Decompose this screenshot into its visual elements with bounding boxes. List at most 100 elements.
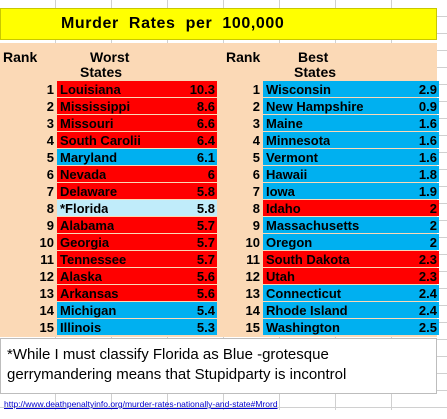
page-title: Murder Rates per 100,000 [61, 15, 285, 32]
state-name: Maryland [60, 149, 118, 165]
rank-number: 6 [46, 167, 54, 182]
rank-number: 11 [40, 252, 54, 267]
rank-header-best: Rank [226, 49, 261, 65]
rank-number: 1 [46, 82, 54, 97]
state-cell: Utah 2.3 [263, 268, 439, 284]
murder-rate: 2.4 [418, 285, 437, 301]
best-header-line1: Best [298, 49, 329, 65]
rank-number: 9 [252, 218, 260, 233]
murder-rate: 2 [429, 234, 437, 250]
best-row: 12 Utah 2.3 [222, 268, 439, 285]
footnote: *While I must classify Florida as Blue -… [0, 338, 437, 394]
best-row: 4 Minnesota 1.6 [222, 132, 439, 149]
state-name: *Florida [60, 200, 109, 216]
state-cell: New Hampshire 0.9 [263, 98, 439, 114]
best-row: 10 Oregon 2 [222, 234, 439, 251]
state-name: Wisconsin [266, 81, 331, 97]
best-row: 2 New Hampshire 0.9 [222, 98, 439, 115]
best-row: 11 South Dakota 2.3 [222, 251, 439, 268]
worst-row: 9 Alabama 5.7 [0, 217, 217, 234]
source-link[interactable]: http://www.deathpenaltyinfo.org/murder-r… [4, 399, 278, 409]
worst-row: 5 Maryland 6.1 [0, 149, 217, 166]
rank-number: 12 [39, 269, 54, 284]
murder-rate: 2.9 [418, 81, 437, 97]
state-name: Delaware [60, 183, 118, 199]
murder-rate: 2.3 [418, 251, 437, 267]
state-name: Utah [266, 268, 295, 284]
worst-row: 2 Mississippi 8.6 [0, 98, 217, 115]
state-cell: Illinois 5.3 [57, 319, 217, 335]
rank-number: 14 [39, 303, 54, 318]
murder-rate: 5.8 [196, 200, 215, 216]
state-cell: Delaware 5.8 [57, 183, 217, 199]
murder-rate: 1.6 [418, 149, 437, 165]
state-name: Alabama [60, 217, 115, 233]
worst-row: 12 Alaska 5.6 [0, 268, 217, 285]
state-name: Maine [266, 115, 303, 131]
rank-number: 5 [46, 150, 54, 165]
state-cell: South Carolii 6.4 [57, 132, 217, 148]
rank-header-worst: Rank [3, 49, 38, 65]
murder-rate: 6.6 [196, 115, 215, 131]
worst-row: 4 South Carolii 6.4 [0, 132, 217, 149]
state-cell: Massachusetts 2 [263, 217, 439, 233]
state-cell: Mississippi 8.6 [57, 98, 217, 114]
best-row: 9 Massachusetts 2 [222, 217, 439, 234]
murder-rate: 2.4 [418, 302, 437, 318]
murder-rate: 2.3 [418, 268, 437, 284]
rank-number: 2 [252, 99, 260, 114]
state-cell: Georgia 5.7 [57, 234, 217, 250]
rank-number: 12 [245, 269, 260, 284]
state-cell: Michigan 5.4 [57, 302, 217, 318]
state-cell: Wisconsin 2.9 [263, 81, 439, 97]
state-cell: Oregon 2 [263, 234, 439, 250]
murder-rate: 5.6 [196, 285, 215, 301]
worst-row: 11 Tennessee 5.7 [0, 251, 217, 268]
murder-rate: 5.8 [196, 183, 215, 199]
worst-row: 14 Michigan 5.4 [0, 302, 217, 319]
worst-row: 10 Georgia 5.7 [0, 234, 217, 251]
murder-rate: 5.7 [196, 217, 215, 233]
state-cell: Washington 2.5 [263, 319, 439, 335]
rank-number: 7 [46, 184, 54, 199]
murder-rate: 5.7 [196, 234, 215, 250]
murder-rate: 2 [429, 200, 437, 216]
state-name: Louisiana [60, 81, 121, 97]
best-row: 8 Idaho 2 [222, 200, 439, 217]
state-name: Illinois [60, 319, 102, 335]
state-name: South Dakota [266, 251, 350, 267]
best-header-line2: States [294, 64, 337, 80]
rank-number: 13 [39, 286, 54, 301]
murder-rate: 1.6 [418, 115, 437, 131]
best-row: 1 Wisconsin 2.9 [222, 81, 439, 98]
murder-rate: 0.9 [418, 98, 437, 114]
rank-number: 7 [252, 184, 260, 199]
murder-rate: 10.3 [189, 81, 215, 97]
worst-row: 6 Nevada 6 [0, 166, 217, 183]
state-cell: Hawaii 1.8 [263, 166, 439, 182]
state-name: Alaska [60, 268, 102, 284]
worst-row: 15 Illinois 5.3 [0, 319, 217, 336]
state-name: Idaho [266, 200, 301, 216]
murder-rate: 6.1 [196, 149, 215, 165]
murder-rate: 8.6 [196, 98, 215, 114]
best-row: 7 Iowa 1.9 [222, 183, 439, 200]
state-cell: Nevada 6 [57, 166, 217, 182]
rank-number: 15 [39, 320, 54, 335]
state-name: Nevada [60, 166, 107, 182]
rank-number: 1 [252, 82, 260, 97]
best-row: 3 Maine 1.6 [222, 115, 439, 132]
murder-rate: 1.6 [418, 132, 437, 148]
rank-number: 2 [46, 99, 54, 114]
state-cell: Louisiana 10.3 [57, 81, 217, 97]
state-cell: Maine 1.6 [263, 115, 439, 131]
state-name: Missouri [60, 115, 114, 131]
state-cell: Rhode Island 2.4 [263, 302, 439, 318]
state-name: Oregon [266, 234, 313, 250]
best-states-list: 1 Wisconsin 2.9 2 New Hampshire 0.9 3 Maine 1.6 4… [222, 81, 439, 336]
title-banner: Murder Rates per 100,000 [0, 8, 437, 40]
state-cell: Missouri 6.6 [57, 115, 217, 131]
state-name: New Hampshire [266, 98, 364, 114]
state-name: Massachusetts [266, 217, 360, 233]
state-cell: Idaho 2 [263, 200, 439, 216]
